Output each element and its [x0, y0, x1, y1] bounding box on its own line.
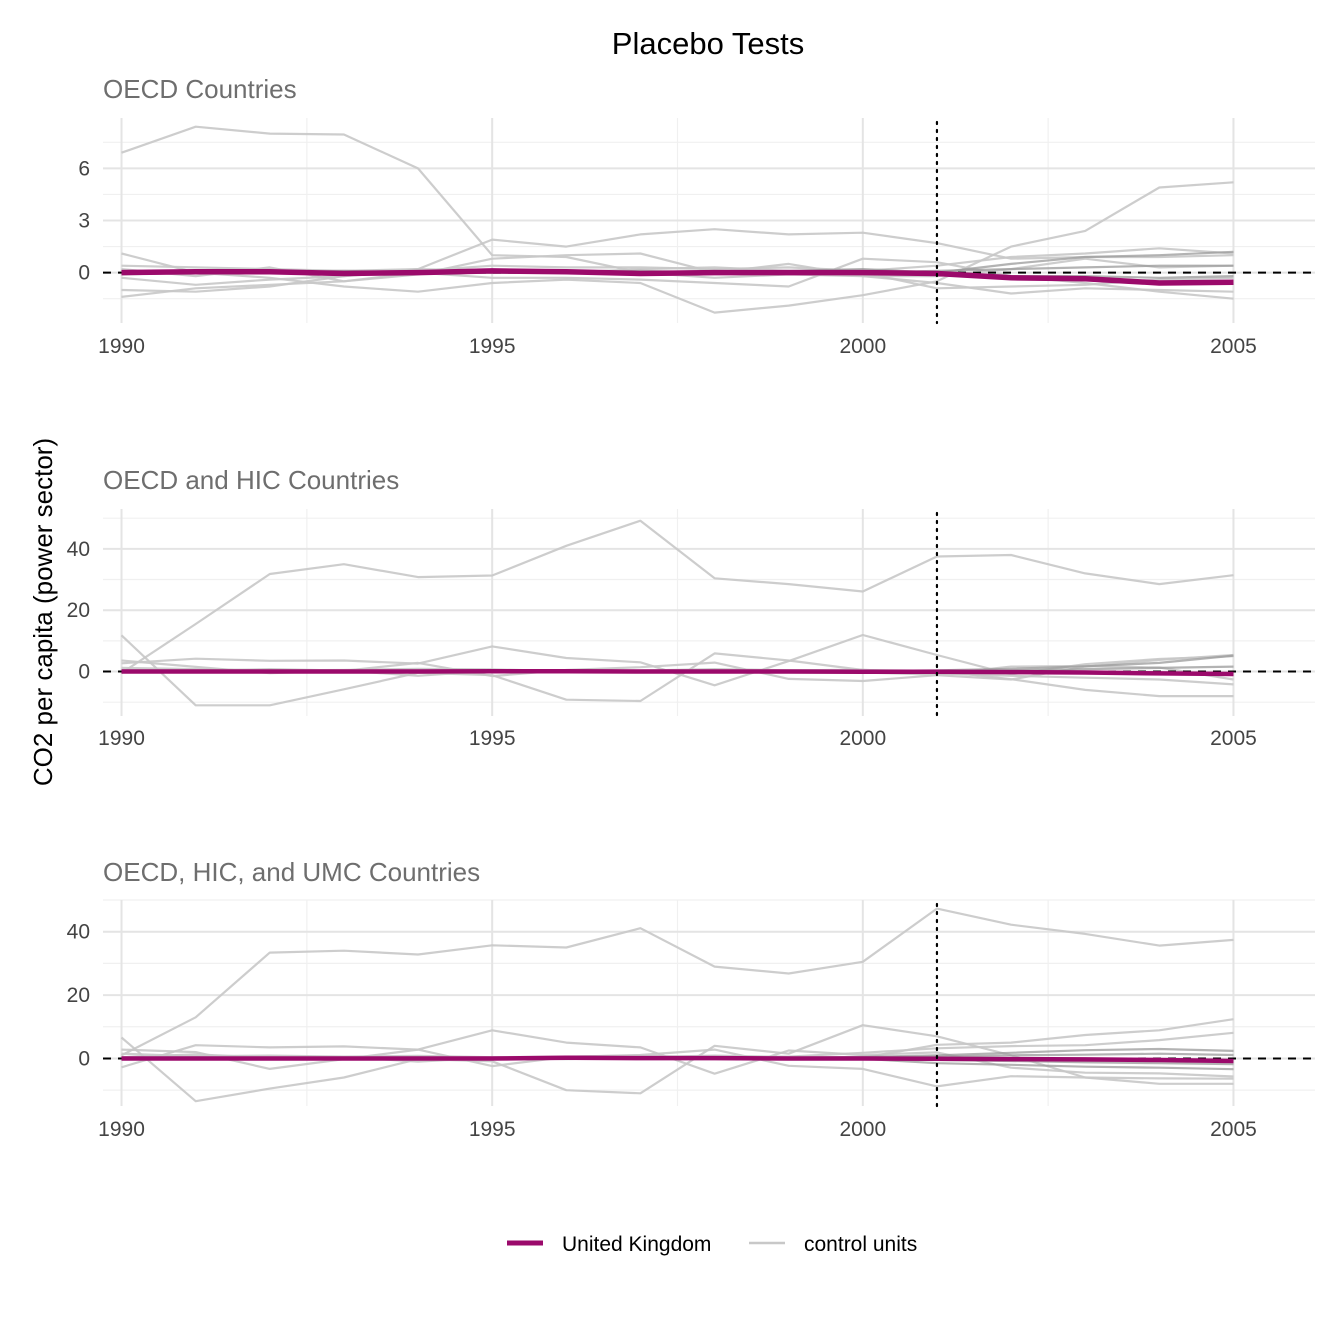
y-tick-label: 20 [67, 599, 90, 622]
treated-unit-line [121, 268, 1234, 286]
panel-1: OECD Countries 1990 1995 2000 2005 0 3 6 [78, 74, 1315, 358]
panel-subtitle: OECD and HIC Countries [103, 465, 399, 495]
x-tick-label: 2000 [839, 1118, 886, 1141]
panel-3: OECD, HIC, and UMC Countries 1990 1995 2000… [67, 857, 1315, 1141]
y-tick-label: 0 [78, 1047, 90, 1070]
treated-unit-line [121, 1055, 1234, 1064]
x-tick-label: 2005 [1210, 1118, 1257, 1141]
panel-subtitle: OECD Countries [103, 74, 297, 104]
x-tick-label: 2000 [839, 727, 886, 750]
x-tick-label: 1990 [98, 1118, 145, 1141]
x-tick-label: 2000 [839, 335, 886, 358]
control-unit-line [121, 1048, 1234, 1088]
y-tick-label: 3 [78, 210, 90, 233]
control-unit-line [121, 228, 1234, 293]
control-unit-line [120, 519, 1234, 675]
control-unit-line [121, 252, 1234, 298]
y-tick-label: 40 [67, 538, 90, 561]
x-tick-label: 1990 [98, 335, 145, 358]
control-unit-line [120, 907, 1234, 1057]
treated-unit-line [121, 668, 1234, 677]
y-axis-label: CO2 per capita (power sector) [28, 438, 58, 786]
x-tick-label: 1995 [469, 727, 516, 750]
y-tick-label: 40 [67, 921, 90, 944]
control-unit-line [121, 1029, 1234, 1078]
y-tick-label: 20 [67, 984, 90, 1007]
chart-title: Placebo Tests [612, 26, 804, 61]
x-tick-label: 1990 [98, 727, 145, 750]
control-unit-line [120, 634, 1234, 707]
x-tick-label: 1995 [469, 1118, 516, 1141]
legend-label-united-kingdom: United Kingdom [562, 1233, 711, 1256]
panel-subtitle: OECD, HIC, and UMC Countries [103, 857, 480, 887]
x-tick-label: 2005 [1210, 335, 1257, 358]
y-tick-label: 6 [78, 157, 90, 180]
panel-2: OECD and HIC Countries 1990 1995 2000 2005 0 2… [67, 465, 1315, 750]
y-tick-label: 0 [78, 661, 90, 684]
y-tick-label: 0 [78, 262, 90, 285]
legend-label-control-units: control units [804, 1233, 917, 1256]
x-tick-label: 2005 [1210, 727, 1257, 750]
x-tick-label: 1995 [469, 335, 516, 358]
legend: United Kingdom control units [507, 1233, 917, 1256]
